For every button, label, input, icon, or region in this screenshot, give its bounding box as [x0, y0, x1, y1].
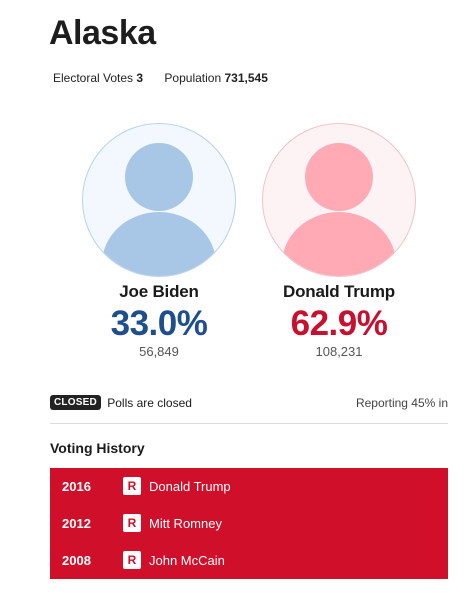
candidate-votes: 108,231 — [315, 344, 363, 359]
history-row[interactable]: 2016 R Donald Trump — [50, 468, 448, 505]
poll-status: CLOSED Polls are closed Reporting 45% in — [50, 395, 448, 413]
candidate-percent: 33.0% — [110, 304, 208, 343]
state-stats: Electoral Votes 3 Population 731,545 — [53, 71, 286, 85]
candidate-card-biden[interactable]: Joe Biden 33.0% 56,849 — [80, 123, 238, 359]
history-row[interactable]: 2012 R Mitt Romney — [50, 505, 448, 542]
divider — [50, 423, 448, 424]
closed-badge: CLOSED — [50, 395, 101, 411]
candidate-percent: 62.9% — [290, 304, 388, 343]
population: Population 731,545 — [164, 71, 267, 85]
candidate-votes: 56,849 — [139, 344, 179, 359]
population-label: Population — [164, 71, 222, 85]
history-year: 2008 — [62, 553, 91, 568]
electoral-votes-value: 3 — [136, 71, 144, 85]
person-avatar-icon — [82, 123, 236, 277]
history-year: 2012 — [62, 516, 91, 531]
party-badge: R — [123, 514, 141, 532]
history-year: 2016 — [62, 479, 91, 494]
voting-history-title: Voting History — [50, 440, 145, 456]
person-avatar-icon-graphic — [102, 143, 216, 276]
person-avatar-icon — [262, 123, 416, 277]
candidate-name: Donald Trump — [283, 282, 395, 301]
electoral-votes-label: Electoral Votes — [53, 71, 134, 85]
candidate-card-trump[interactable]: Donald Trump 62.9% 108,231 — [260, 123, 418, 359]
party-badge: R — [123, 551, 141, 569]
history-candidate: Mitt Romney — [149, 516, 222, 531]
candidate-name: Joe Biden — [119, 282, 199, 301]
state-title: Alaska — [49, 14, 156, 52]
poll-status-text: Polls are closed — [107, 395, 192, 410]
history-candidate: Donald Trump — [149, 479, 231, 494]
electoral-votes: Electoral Votes 3 — [53, 71, 146, 85]
reporting-text: Reporting 45% in — [355, 396, 448, 410]
party-badge: R — [123, 477, 141, 495]
voting-history-table: 2016 R Donald Trump 2012 R Mitt Romney 2… — [50, 468, 448, 579]
population-value: 731,545 — [224, 71, 268, 85]
history-row[interactable]: 2008 R John McCain — [50, 542, 448, 579]
person-avatar-icon-graphic — [282, 143, 396, 276]
history-candidate: John McCain — [149, 553, 225, 568]
